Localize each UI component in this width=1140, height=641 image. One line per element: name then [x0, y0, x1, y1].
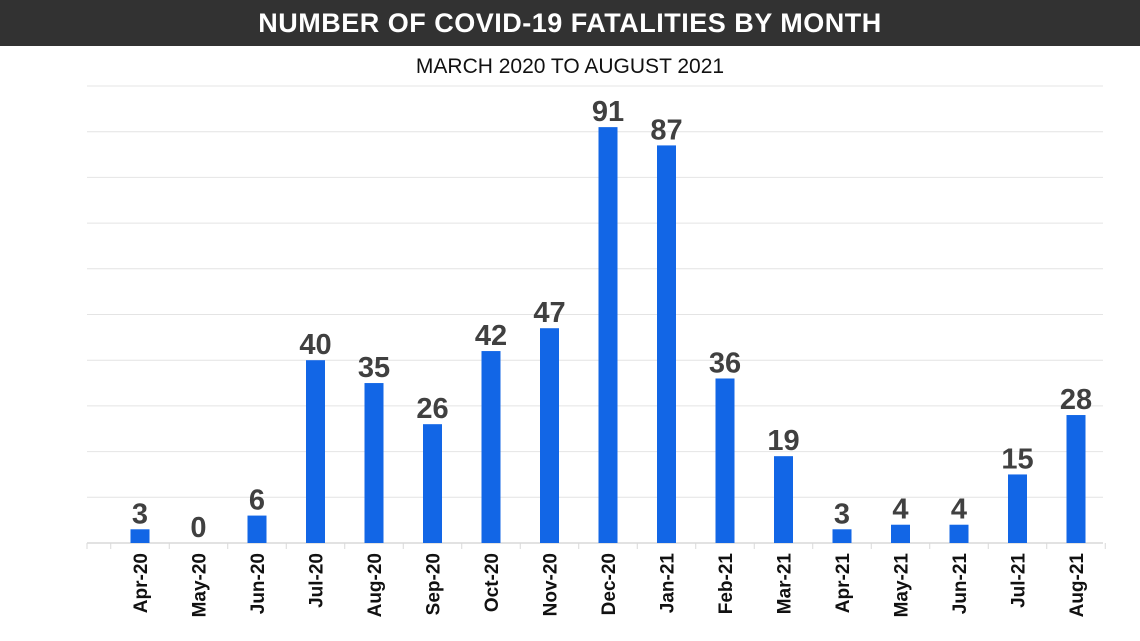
x-tick-label: Jun-20	[248, 553, 269, 614]
x-tick-label: Aug-21	[1067, 553, 1088, 618]
data-label: 91	[592, 96, 624, 128]
bar	[130, 529, 150, 543]
bar	[715, 378, 735, 543]
bar	[949, 524, 969, 543]
bar	[598, 127, 618, 543]
data-label: 4	[951, 494, 967, 526]
bar	[423, 424, 442, 543]
bar	[891, 524, 910, 543]
x-tick-label: Aug-20	[365, 553, 386, 617]
chart-title: NUMBER OF COVID-19 FATALITIES BY MONTH	[0, 0, 1140, 46]
data-label: 0	[190, 512, 206, 544]
data-label: 26	[416, 393, 448, 425]
data-label: 19	[767, 425, 799, 457]
x-tick-label: May-21	[892, 553, 913, 618]
x-tick-label: Oct-20	[482, 553, 503, 612]
data-label: 35	[358, 352, 390, 384]
bar	[481, 351, 501, 543]
data-label: 3	[132, 498, 148, 530]
x-tick-label: May-20	[190, 553, 211, 617]
data-label: 3	[834, 498, 850, 530]
data-label: 6	[249, 485, 265, 517]
bar	[832, 529, 852, 543]
data-label: 42	[475, 320, 507, 352]
data-label: 87	[650, 114, 682, 146]
x-tick-label: Mar-21	[775, 553, 796, 615]
x-tick-label: Nov-20	[541, 553, 562, 616]
x-tick-label: Jul-20	[307, 553, 328, 608]
x-tick-label: Dec-20	[599, 553, 620, 615]
data-label: 36	[709, 347, 741, 379]
data-label: 4	[892, 494, 908, 526]
data-label: 40	[299, 329, 331, 361]
bar	[540, 328, 559, 543]
x-tick-label: Feb-21	[716, 553, 737, 615]
x-tick-label: Jul-21	[1009, 553, 1030, 608]
bar	[1008, 474, 1027, 543]
data-label: 47	[533, 297, 565, 329]
chart-subtitle: MARCH 2020 TO AUGUST 2021	[415, 55, 725, 78]
bar	[774, 456, 793, 543]
bar	[657, 145, 676, 543]
bar	[364, 383, 384, 543]
x-tick-label: Apr-21	[833, 553, 854, 614]
x-tick-label: Jun-21	[950, 553, 971, 615]
x-tick-label: Sep-20	[424, 553, 445, 615]
x-tick-label: Apr-20	[131, 553, 152, 613]
x-tick-label: Jan-21	[658, 553, 679, 614]
data-label: 15	[1001, 443, 1033, 475]
bar	[306, 360, 325, 543]
bar	[247, 515, 267, 543]
data-label: 28	[1060, 384, 1092, 416]
bar	[1066, 415, 1086, 543]
